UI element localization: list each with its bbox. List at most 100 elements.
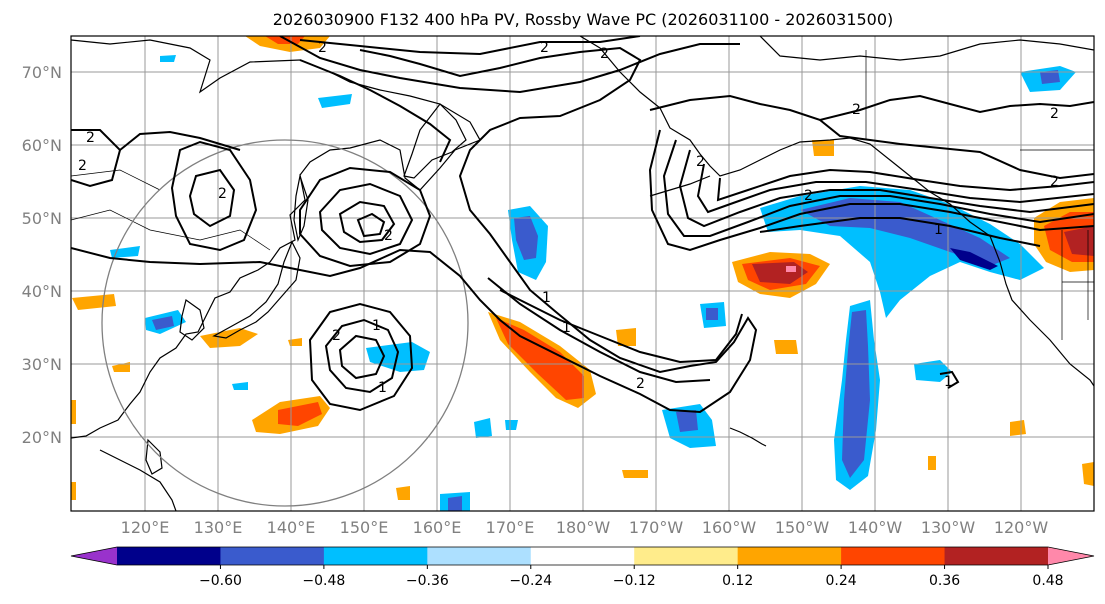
contour-label: 1 bbox=[378, 380, 387, 396]
contour-label: 2 bbox=[318, 40, 327, 56]
lon-label: 140°W bbox=[848, 518, 903, 537]
colorbar-max-extension bbox=[1048, 547, 1094, 565]
pv-contour-cutoff-outer bbox=[308, 302, 414, 412]
rossby-wave-circle bbox=[101, 139, 469, 507]
positive-anomaly-small-9 bbox=[622, 470, 648, 478]
pv-contour-2-north bbox=[299, 59, 452, 163]
positive-anomaly-small-14 bbox=[1010, 420, 1026, 436]
pv-contour-far-west bbox=[71, 129, 122, 188]
contour-label: 1 bbox=[372, 318, 381, 334]
pv-contour-west-ring bbox=[119, 130, 241, 151]
hawaii-coastline bbox=[729, 427, 767, 447]
positive-anomaly-japan bbox=[200, 328, 258, 348]
positive-anomaly-small-15 bbox=[928, 456, 936, 470]
contour-label: 2 bbox=[332, 328, 341, 344]
contour-label: 2 bbox=[218, 186, 227, 202]
lat-label: 20°N bbox=[22, 428, 62, 447]
contour-label: 1 bbox=[562, 320, 571, 336]
contour-label: 2 bbox=[540, 40, 549, 56]
colorbar-segment bbox=[530, 547, 635, 565]
colorbar-ticks: −0.60 −0.48 −0.36 −0.24 −0.12 0.12 0.24 0.36 0.4… bbox=[199, 565, 1064, 589]
pv-jet-contour-4 bbox=[696, 163, 1094, 214]
negative-anomaly-small-10-core bbox=[706, 308, 718, 320]
lon-label: 170°E bbox=[486, 518, 535, 537]
japan-coastline bbox=[212, 240, 301, 339]
pv-contour-cutoff-mid bbox=[324, 318, 400, 394]
colorbar: −0.60 −0.48 −0.36 −0.24 −0.12 0.12 0.24 0.36 0.4… bbox=[70, 546, 1095, 589]
colorbar-segment bbox=[220, 547, 325, 565]
graticule bbox=[71, 36, 1094, 511]
negative-anomaly-165w-core bbox=[676, 410, 698, 432]
positive-anomaly-small-16 bbox=[1082, 462, 1094, 486]
lon-label: 160°E bbox=[413, 518, 462, 537]
map-frame bbox=[70, 35, 1095, 512]
colorbar-segment bbox=[944, 547, 1049, 565]
contour-label: 2 bbox=[636, 376, 645, 392]
contour-label: 1 bbox=[542, 290, 551, 306]
russia-china-border bbox=[71, 209, 271, 251]
colorbar-segment bbox=[427, 547, 532, 565]
colorbar-segment bbox=[841, 547, 946, 565]
lon-label: 150°E bbox=[340, 518, 389, 537]
negative-anomaly-small-4 bbox=[474, 418, 492, 438]
positive-anomaly-small-6 bbox=[616, 328, 636, 346]
philippines-coastline bbox=[145, 438, 163, 475]
se-asia-coastline bbox=[99, 449, 177, 511]
positive-anomaly-small-17 bbox=[71, 400, 76, 424]
korea-coastline bbox=[179, 298, 205, 341]
pv-contour-2-polar bbox=[279, 36, 740, 94]
lat-label: 30°N bbox=[22, 355, 62, 374]
positive-anomaly-small-8 bbox=[396, 486, 410, 500]
anomaly-shading bbox=[71, 36, 1094, 511]
colorbar-segment bbox=[737, 547, 842, 565]
positive-anomaly-north-140e-core bbox=[265, 36, 305, 44]
positive-anomaly-22n-core bbox=[278, 402, 322, 426]
colorbar-tick-label: −0.48 bbox=[302, 573, 345, 589]
contour-label: 2 bbox=[852, 102, 861, 118]
lon-label: 180°W bbox=[556, 518, 611, 537]
contour-label: 2 bbox=[804, 188, 813, 204]
positive-anomaly-115e bbox=[72, 294, 116, 310]
lon-label: 120°E bbox=[121, 518, 170, 537]
kamchatka-coastline bbox=[403, 103, 467, 179]
lon-label: 130°W bbox=[921, 518, 976, 537]
pv-contour-low-inner bbox=[338, 200, 396, 244]
negative-anomaly-arctic-130w-core bbox=[1040, 70, 1060, 84]
contour-label: 1 bbox=[934, 222, 943, 238]
pv-contour-2-east-ridge bbox=[819, 119, 1094, 180]
borders bbox=[71, 50, 1094, 340]
lon-label: 140°E bbox=[267, 518, 316, 537]
colorbar-min-extension bbox=[71, 547, 117, 565]
pv-contour-1 bbox=[759, 217, 1041, 247]
colorbar-segment bbox=[117, 547, 221, 565]
lon-label: 120°W bbox=[994, 518, 1049, 537]
pv-contour-cutoff-inner bbox=[338, 334, 386, 380]
pv-contours bbox=[71, 36, 1094, 414]
positive-anomaly-small-12 bbox=[812, 140, 834, 156]
pv-contour-east-end bbox=[939, 370, 960, 389]
lat-label: 70°N bbox=[22, 63, 62, 82]
contour-label: 2 bbox=[600, 46, 609, 62]
lon-label: 170°W bbox=[629, 518, 684, 537]
pv-contour-2-top-ring bbox=[299, 36, 641, 56]
contour-label: 2 bbox=[384, 228, 393, 244]
contour-label: 2 bbox=[696, 154, 705, 170]
contour-label: 2 bbox=[86, 130, 95, 146]
negative-anomaly-ne-pacific-mid bbox=[800, 198, 1010, 266]
colorbar-tick-label: 0.12 bbox=[722, 573, 753, 589]
pv-contour-trough-1 bbox=[499, 289, 743, 364]
positive-anomaly-small-18 bbox=[71, 482, 76, 500]
lat-label: 50°N bbox=[22, 209, 62, 228]
contour-label: 1 bbox=[944, 374, 953, 390]
pv-contour-west-cell-inner bbox=[188, 168, 236, 228]
lat-label: 40°N bbox=[22, 282, 62, 301]
pv-contour-low-mid bbox=[318, 182, 414, 256]
colorbar-tick-label: 0.24 bbox=[826, 573, 857, 589]
pv-jet-contour-3 bbox=[678, 149, 1094, 228]
pv-contour-low-core bbox=[356, 212, 386, 238]
north-america-arctic-coastline bbox=[759, 36, 1094, 61]
colorbar-segment bbox=[323, 547, 428, 565]
negative-anomaly-170e-core bbox=[514, 216, 538, 260]
pv-contour-2-eastern bbox=[649, 94, 1094, 122]
